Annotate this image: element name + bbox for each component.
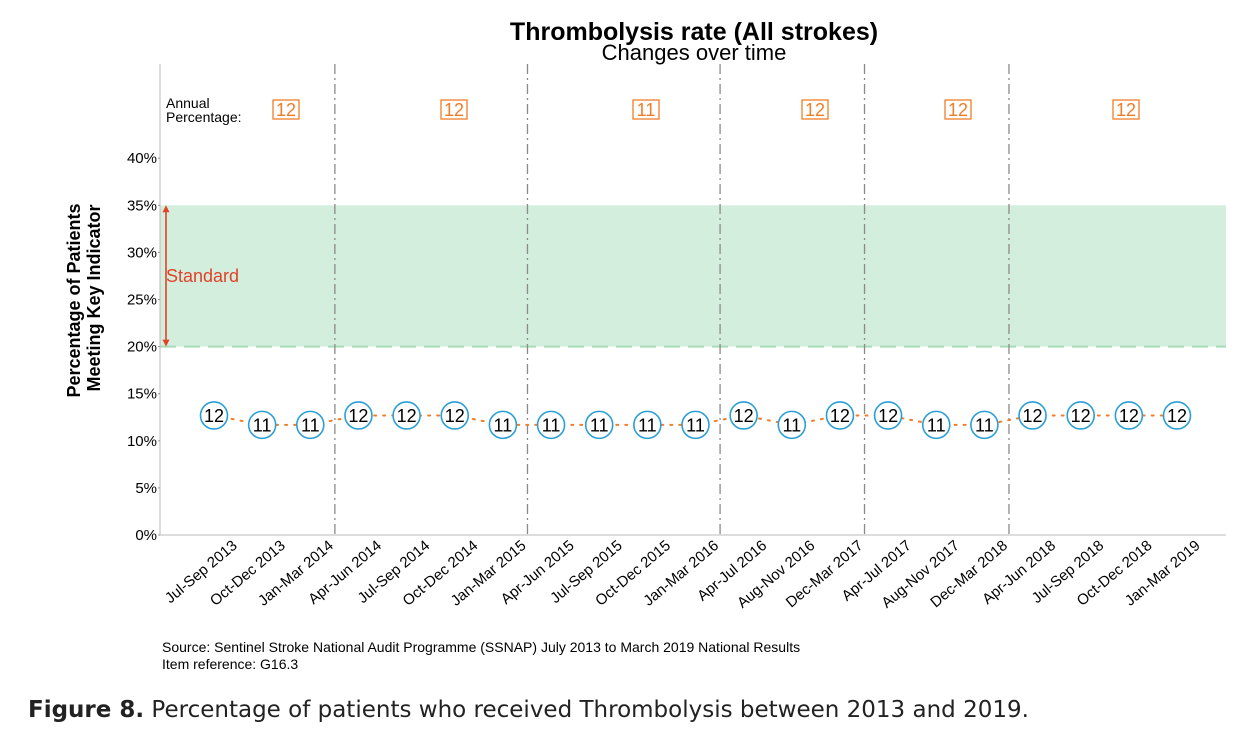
y-axis-label-line2: Meeting Key Indicator	[84, 204, 104, 391]
annual-percentage-box	[440, 99, 468, 120]
data-point-marker	[729, 401, 758, 430]
figure-number: Figure 8.	[28, 697, 145, 723]
data-point-marker	[199, 401, 229, 430]
annual-percentage-value: 11	[637, 100, 656, 120]
data-point-label: 12	[204, 406, 224, 426]
year-dividers	[334, 64, 1010, 535]
annual-percentage-box	[944, 99, 972, 120]
chart-subtitle: Changes over time	[602, 40, 787, 65]
data-point-label: 11	[301, 415, 320, 435]
y-tick-label: 10%	[127, 433, 157, 450]
data-point-marker	[681, 410, 710, 440]
data-point-label: 11	[927, 415, 946, 435]
annual-percentage-box	[801, 99, 829, 120]
standard-arrow-head-top	[162, 205, 170, 213]
data-point-label: 11	[975, 415, 994, 435]
y-axis-label-line1: Percentage of Patients	[64, 203, 84, 397]
y-tick-label: 20%	[127, 339, 157, 356]
data-point-label: 11	[253, 415, 272, 435]
data-point-label: 12	[878, 406, 898, 426]
data-point-label: 11	[782, 415, 801, 435]
source-line-2: Item reference: G16.3	[162, 656, 298, 672]
data-point-label: 12	[1071, 406, 1091, 426]
source-line-1: Source: Sentinel Stroke National Audit P…	[162, 639, 800, 655]
annual-percentage-box	[272, 99, 300, 120]
data-point-marker	[295, 410, 325, 440]
y-tick-label: 15%	[127, 386, 157, 403]
annual-percentage-value: 12	[805, 100, 825, 120]
standard-band	[160, 205, 1226, 347]
data-point-label: 12	[348, 406, 368, 426]
data-point-marker	[488, 410, 518, 440]
data-point-marker	[392, 401, 421, 430]
trend-line	[213, 414, 1178, 426]
y-tick-label: 0%	[135, 527, 157, 544]
data-point-marker	[633, 410, 662, 440]
data-point-marker	[536, 410, 566, 440]
chart-title: Thrombolysis rate (All strokes)	[510, 18, 878, 46]
annual-percentage-box	[632, 99, 660, 120]
data-point-marker	[777, 410, 807, 440]
data-point-marker	[584, 410, 614, 440]
data-point-marker	[873, 401, 903, 430]
annual-label: Annual Percentage:	[166, 95, 242, 125]
y-ticks: 0% 5% 10% 15% 20% 25% 30% 35% 40%	[127, 150, 160, 544]
data-point-marker	[440, 401, 470, 430]
data-point-label: 11	[542, 415, 561, 435]
data-point-label: 12	[397, 406, 417, 426]
data-point-marker	[825, 401, 855, 430]
annual-percentage-value: 12	[276, 100, 296, 120]
data-point-label: 12	[1167, 406, 1187, 426]
standard-arrow-head-bottom	[162, 339, 170, 347]
data-point-label: 12	[1023, 406, 1043, 426]
standard-label: Standard	[166, 266, 239, 286]
annual-label-line1: Annual	[166, 95, 210, 111]
annual-label-line2: Percentage:	[166, 109, 242, 125]
data-point-label: 11	[686, 415, 705, 435]
figure-caption: Figure 8. Percentage of patients who rec…	[28, 697, 1029, 723]
data-point-marker	[1114, 401, 1144, 430]
standard-arrow	[162, 205, 170, 347]
annual-percentage-value: 12	[444, 100, 464, 120]
y-axis-label: Percentage of Patients Meeting Key Indic…	[64, 198, 104, 397]
data-point-label: 12	[734, 406, 754, 426]
annual-percentage-value: 12	[1116, 100, 1136, 120]
data-point-marker	[970, 410, 999, 440]
data-point-marker	[921, 410, 951, 440]
data-point-marker	[1018, 401, 1047, 430]
annual-percentage-box	[1112, 99, 1140, 120]
y-tick-label: 25%	[127, 292, 157, 309]
y-tick-label: 5%	[135, 480, 157, 497]
y-tick-label: 35%	[127, 197, 157, 214]
data-point-label: 12	[830, 406, 850, 426]
data-point-label: 11	[638, 415, 657, 435]
data-points: 12 11 11 12 12 12 11 11 11 11 11 12 11 12 12 11 11 12 12 12…	[199, 401, 1192, 440]
data-point-marker	[1162, 401, 1192, 430]
data-point-marker	[247, 410, 277, 440]
data-point-label: 12	[445, 406, 465, 426]
chart: Thrombolysis rate (All strokes) Changes …	[64, 18, 1226, 672]
y-tick-label: 40%	[127, 150, 157, 167]
data-point-label: 11	[590, 415, 609, 435]
annual-percentages: 12 12 11 12 12 12	[272, 99, 1140, 120]
annual-percentage-value: 12	[948, 100, 968, 120]
data-point-label: 11	[494, 415, 513, 435]
data-point-marker	[344, 401, 373, 430]
data-point-label: 12	[1119, 406, 1139, 426]
data-point-marker	[1066, 401, 1095, 430]
y-tick-label: 30%	[127, 244, 157, 261]
figure-caption-text: Percentage of patients who received Thro…	[144, 697, 1029, 723]
